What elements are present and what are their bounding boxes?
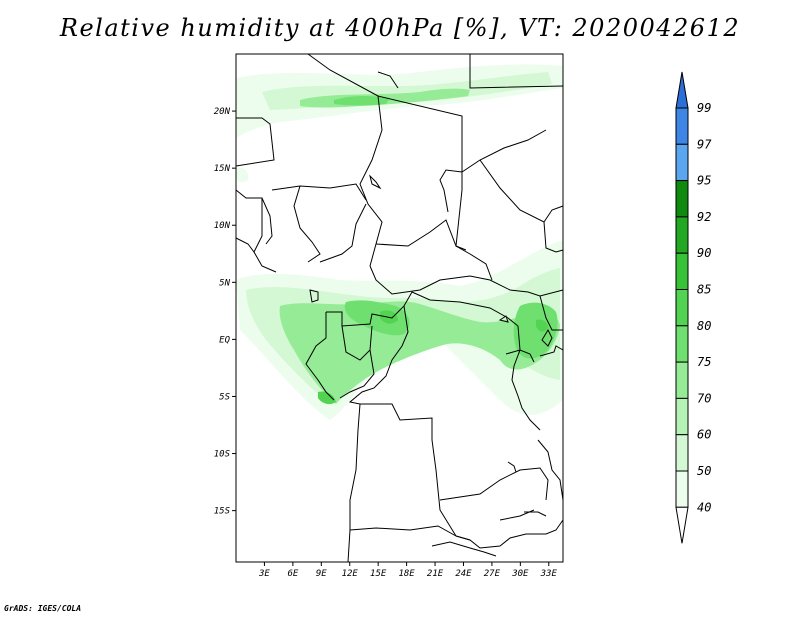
lat-tick-label: 5N bbox=[219, 278, 230, 288]
colorbar-label: 75 bbox=[697, 355, 711, 369]
colorbar-segment bbox=[675, 252, 689, 290]
colorbar-label: 90 bbox=[697, 246, 711, 260]
lon-tick-label: 18E bbox=[398, 569, 415, 579]
colorbar-label: 97 bbox=[697, 137, 712, 151]
colorbar-segment bbox=[675, 470, 689, 508]
colorbar-label: 99 bbox=[697, 101, 711, 115]
colorbar-label: 85 bbox=[697, 283, 711, 297]
colorbar-label: 50 bbox=[697, 464, 711, 478]
colorbar-label: 95 bbox=[697, 174, 711, 188]
colorbar-top-arrow bbox=[675, 71, 689, 109]
lat-tick-label: 5S bbox=[219, 392, 230, 402]
colorbar-segment bbox=[675, 325, 689, 363]
lon-tick-label: 33E bbox=[540, 569, 558, 579]
colorbar-label: 70 bbox=[697, 391, 711, 405]
lat-tick-label: 15N bbox=[214, 164, 231, 174]
longitude-axis: 3E 6E 9E 12E 15E 18E 21E 24E 27E 30E 33E bbox=[258, 562, 557, 579]
lon-tick-label: 6E bbox=[287, 569, 298, 579]
lon-tick-label: 24E bbox=[455, 569, 472, 579]
colorbar-segment bbox=[675, 434, 689, 472]
lon-tick-label: 21E bbox=[427, 569, 444, 579]
lon-tick-label: 15E bbox=[370, 569, 387, 579]
lon-tick-label: 30E bbox=[511, 569, 529, 579]
lon-tick-label: 9E bbox=[316, 569, 327, 579]
colorbar-segment bbox=[675, 397, 689, 436]
grads-credit: GrADS: IGES/COLA bbox=[4, 604, 82, 613]
colorbar-segment bbox=[675, 289, 689, 327]
colorbar-label: 80 bbox=[697, 319, 711, 333]
lat-tick-label: 10N bbox=[214, 221, 231, 231]
colorbar-segment bbox=[675, 216, 689, 254]
lon-tick-label: 12E bbox=[342, 569, 359, 579]
colorbar-segment bbox=[675, 107, 689, 145]
colorbar: 99 97 95 92 90 85 80 75 70 60 50 40 bbox=[675, 71, 712, 544]
colorbar-segment bbox=[675, 143, 689, 182]
latitude-axis: 20N 15N 10N 5N EQ 5S 10S 15S bbox=[214, 107, 236, 517]
lat-tick-label: 10S bbox=[214, 450, 231, 460]
country-borders bbox=[235, 53, 564, 563]
lat-tick-label: 15S bbox=[214, 507, 231, 517]
colorbar-label: 40 bbox=[697, 500, 711, 514]
colorbar-segment bbox=[675, 180, 689, 218]
lon-tick-label: 3E bbox=[258, 569, 270, 579]
colorbar-label: 60 bbox=[697, 428, 711, 442]
map-frame bbox=[235, 53, 564, 563]
colorbar-segment bbox=[675, 361, 689, 399]
colorbar-label: 92 bbox=[697, 210, 711, 224]
lon-tick-label: 27E bbox=[484, 569, 501, 579]
colorbar-bottom-arrow bbox=[675, 506, 689, 544]
chart-title: Relative humidity at 400hPa [%], VT: 202… bbox=[59, 14, 741, 42]
lat-tick-label: 20N bbox=[214, 107, 231, 117]
lat-tick-label: EQ bbox=[219, 335, 230, 345]
